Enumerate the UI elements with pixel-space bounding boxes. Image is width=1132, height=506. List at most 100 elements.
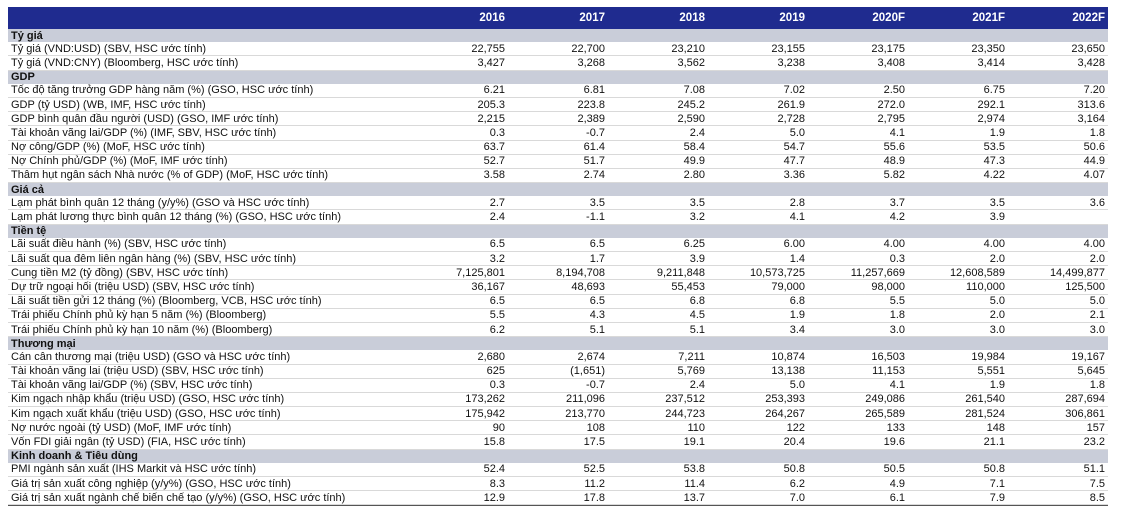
table-row: Tài khoản vãng lai (triệu USD) (SBV, HSC… bbox=[8, 364, 1108, 379]
value-cell: 1.8 bbox=[1008, 378, 1108, 393]
value-cell: 47.3 bbox=[908, 154, 1008, 169]
value-cell: 48,693 bbox=[508, 279, 608, 295]
value-cell: 287,694 bbox=[1008, 392, 1108, 408]
row-label: Tốc độ tăng trưởng GDP hàng năm (%) (GSO… bbox=[8, 83, 408, 98]
table-row: Giá trị sản xuất công nghiệp (y/y%) (GSO… bbox=[8, 476, 1108, 492]
value-cell: 2.0 bbox=[908, 251, 1008, 267]
row-label: Nợ Chính phủ/GDP (%) (MoF, IMF ước tính) bbox=[8, 154, 408, 169]
value-cell: 4.2 bbox=[808, 209, 908, 225]
value-cell: 23,210 bbox=[608, 42, 708, 57]
header-row: 2016 2017 2018 2019 2020F 2021F 2022F bbox=[8, 7, 1108, 29]
value-cell: 2.4 bbox=[408, 209, 508, 225]
value-cell: 2.4 bbox=[608, 125, 708, 141]
value-cell: 23,650 bbox=[1008, 42, 1108, 57]
value-cell: 49.9 bbox=[608, 154, 708, 169]
value-cell: 3.4 bbox=[708, 322, 808, 338]
value-cell: 2,389 bbox=[508, 111, 608, 127]
macro-table-container: 2016 2017 2018 2019 2020F 2021F 2022F Tỷ… bbox=[8, 7, 1108, 506]
table-row: Cán cân thương mại (triệu USD) (GSO và H… bbox=[8, 350, 1108, 365]
value-cell: 58.4 bbox=[608, 140, 708, 155]
value-cell: 2.0 bbox=[908, 308, 1008, 323]
value-cell: 15.8 bbox=[408, 434, 508, 450]
value-cell: -1.1 bbox=[508, 209, 608, 225]
row-label: Dự trữ ngoại hối (triệu USD) (SBV, HSC ư… bbox=[8, 279, 408, 295]
value-cell: 20.4 bbox=[708, 434, 808, 450]
table-row: Thâm hụt ngân sách Nhà nước (% of GDP) (… bbox=[8, 168, 1108, 184]
section-title: GDP bbox=[8, 70, 1108, 84]
table-row: Lạm phát lương thực bình quân 12 tháng (… bbox=[8, 209, 1108, 225]
value-cell: 3.5 bbox=[508, 196, 608, 211]
row-label: Tỷ giá (VND:USD) (SBV, HSC ước tính) bbox=[8, 42, 408, 57]
value-cell: 3.0 bbox=[1008, 322, 1108, 338]
value-cell: 148 bbox=[908, 420, 1008, 436]
value-cell: 2,680 bbox=[408, 350, 508, 365]
value-cell: 3,268 bbox=[508, 55, 608, 71]
value-cell: 7,211 bbox=[608, 350, 708, 365]
value-cell: 10,874 bbox=[708, 350, 808, 365]
row-label: Tài khoản vãng lai/GDP (%) (SBV, HSC ước… bbox=[8, 378, 408, 393]
header-label-cell bbox=[8, 7, 408, 29]
value-cell: 6.8 bbox=[708, 294, 808, 309]
value-cell: 4.1 bbox=[808, 125, 908, 141]
value-cell: 133 bbox=[808, 420, 908, 436]
value-cell: 6.8 bbox=[608, 294, 708, 309]
value-cell: 22,700 bbox=[508, 42, 608, 57]
value-cell: 2.80 bbox=[608, 168, 708, 184]
value-cell: 21.1 bbox=[908, 434, 1008, 450]
value-cell: 5.82 bbox=[808, 168, 908, 184]
value-cell: 6.5 bbox=[408, 294, 508, 309]
row-label: Cán cân thương mại (triệu USD) (GSO và H… bbox=[8, 350, 408, 365]
row-label: Lãi suất tiền gửi 12 tháng (%) (Bloomber… bbox=[8, 294, 408, 309]
value-cell: 1.7 bbox=[508, 251, 608, 267]
value-cell: 5.1 bbox=[608, 322, 708, 338]
row-label: Cung tiền M2 (tỷ đồng) (SBV, HSC ước tín… bbox=[8, 265, 408, 281]
value-cell: 12.9 bbox=[408, 490, 508, 506]
value-cell: 47.7 bbox=[708, 154, 808, 169]
value-cell: 3.0 bbox=[808, 322, 908, 338]
table-row: Tài khoản vãng lai/GDP (%) (IMF, SBV, HS… bbox=[8, 125, 1108, 141]
value-cell: 3,427 bbox=[408, 55, 508, 71]
table-row: GDP (tỷ USD) (WB, IMF, HSC ước tính) 205.… bbox=[8, 97, 1108, 113]
value-cell: 8,194,708 bbox=[508, 265, 608, 281]
value-cell: 292.1 bbox=[908, 97, 1008, 113]
value-cell: 2.8 bbox=[708, 196, 808, 211]
value-cell: 0.3 bbox=[808, 251, 908, 267]
header-year: 2021F bbox=[908, 7, 1008, 29]
value-cell: 313.6 bbox=[1008, 97, 1108, 113]
section-header-row: Tỷ giá bbox=[8, 29, 1108, 43]
value-cell: 3.5 bbox=[608, 196, 708, 211]
value-cell: 3,238 bbox=[708, 55, 808, 71]
value-cell: 6.5 bbox=[508, 237, 608, 252]
value-cell: 23,350 bbox=[908, 42, 1008, 57]
value-cell: 10,573,725 bbox=[708, 265, 808, 281]
value-cell: 3.6 bbox=[1008, 196, 1108, 211]
value-cell: 1.8 bbox=[808, 308, 908, 323]
section-title: Tiền tệ bbox=[8, 224, 1108, 238]
value-cell: 1.8 bbox=[1008, 125, 1108, 141]
value-cell: 7.08 bbox=[608, 83, 708, 98]
value-cell: 110,000 bbox=[908, 279, 1008, 295]
value-cell: 7.02 bbox=[708, 83, 808, 98]
header-year: 2019 bbox=[708, 7, 808, 29]
value-cell: 2,795 bbox=[808, 111, 908, 127]
value-cell: 625 bbox=[408, 364, 508, 379]
value-cell: 1.4 bbox=[708, 251, 808, 267]
value-cell: 3.9 bbox=[608, 251, 708, 267]
row-label: Nợ nước ngoài (tỷ USD) (MoF, IMF ước tín… bbox=[8, 420, 408, 436]
value-cell: 3.0 bbox=[908, 322, 1008, 338]
value-cell: 249,086 bbox=[808, 392, 908, 408]
table-row: Tỷ giá (VND:USD) (SBV, HSC ước tính) 22,7… bbox=[8, 42, 1108, 57]
value-cell: 23,155 bbox=[708, 42, 808, 57]
value-cell: 50.8 bbox=[708, 462, 808, 477]
value-cell: 79,000 bbox=[708, 279, 808, 295]
value-cell: 306,861 bbox=[1008, 406, 1108, 422]
value-cell: 6.00 bbox=[708, 237, 808, 252]
value-cell: 1.9 bbox=[708, 308, 808, 323]
value-cell: 4.3 bbox=[508, 308, 608, 323]
section-title: Tỷ giá bbox=[8, 29, 1108, 43]
value-cell: 2,674 bbox=[508, 350, 608, 365]
value-cell: 2.7 bbox=[408, 196, 508, 211]
table-row: Kim ngạch nhập khẩu (triệu USD) (GSO, HS… bbox=[8, 392, 1108, 408]
row-label: Tài khoản vãng lai (triệu USD) (SBV, HSC… bbox=[8, 364, 408, 379]
value-cell: 7.1 bbox=[908, 476, 1008, 492]
